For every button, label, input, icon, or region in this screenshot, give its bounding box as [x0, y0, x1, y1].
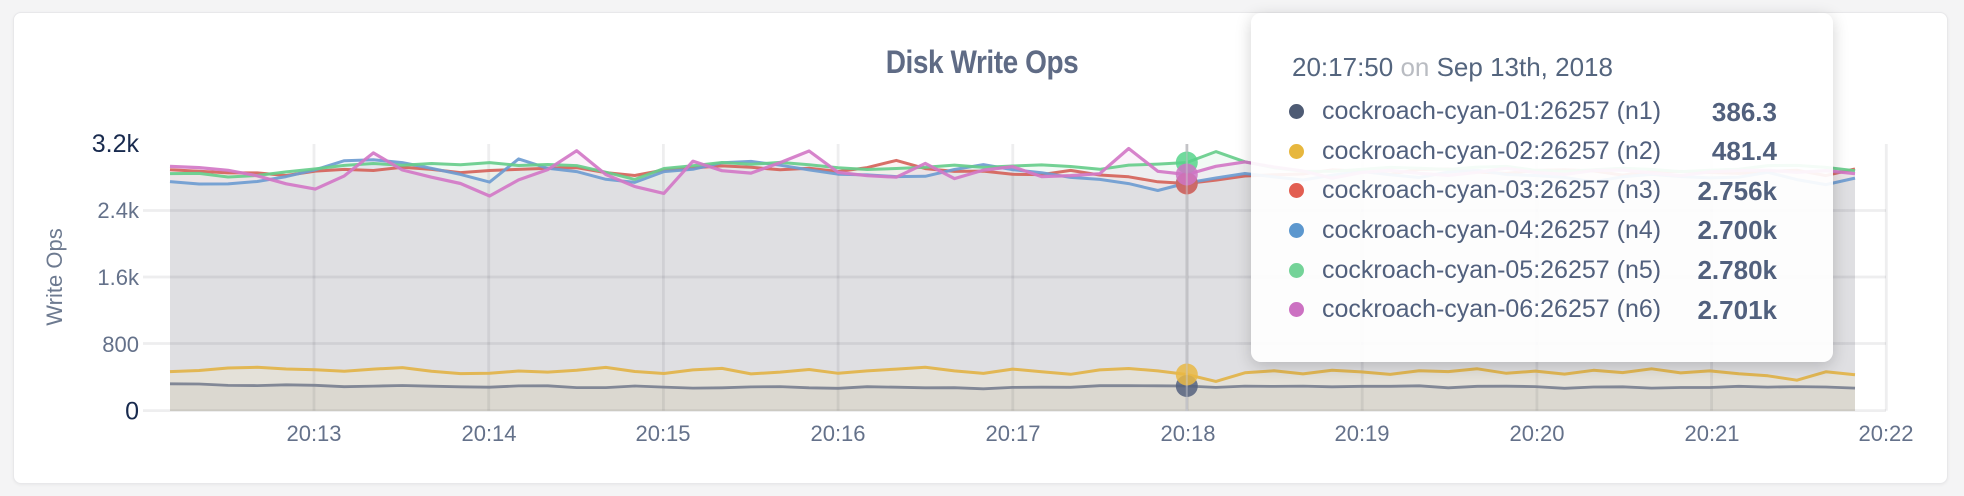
svg-text:20:17: 20:17 [985, 421, 1040, 446]
svg-text:20:20: 20:20 [1509, 421, 1564, 446]
svg-text:Write Ops: Write Ops [42, 228, 67, 325]
svg-text:20:22: 20:22 [1858, 421, 1913, 446]
svg-text:3.2k: 3.2k [92, 130, 140, 158]
svg-text:0: 0 [125, 398, 139, 426]
svg-text:20:13: 20:13 [286, 421, 341, 446]
svg-text:20:16: 20:16 [810, 421, 865, 446]
svg-text:20:18: 20:18 [1160, 421, 1215, 446]
svg-text:1.6k: 1.6k [97, 265, 140, 290]
svg-text:20:15: 20:15 [635, 421, 690, 446]
svg-text:800: 800 [102, 332, 139, 357]
svg-text:20:21: 20:21 [1684, 421, 1739, 446]
svg-text:2.4k: 2.4k [97, 198, 140, 223]
svg-text:20:14: 20:14 [461, 421, 516, 446]
svg-text:20:19: 20:19 [1334, 421, 1389, 446]
